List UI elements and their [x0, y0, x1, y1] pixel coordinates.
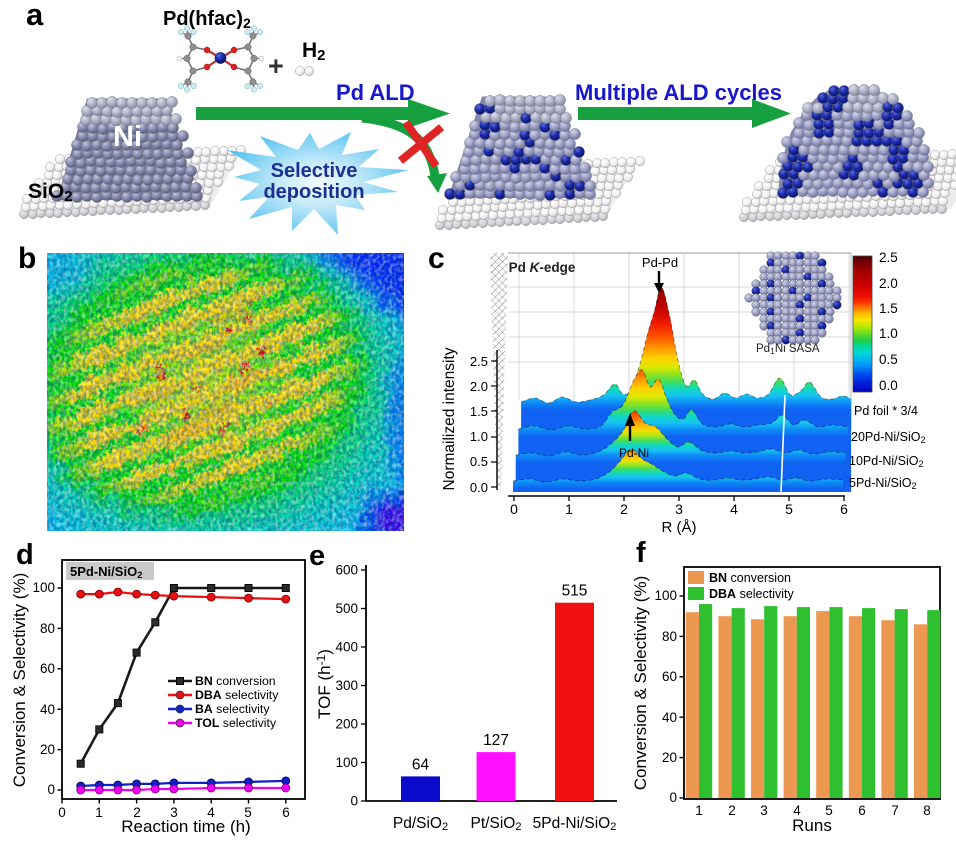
svg-text:60: 60	[40, 661, 55, 676]
svg-text:Selective: Selective	[271, 160, 358, 182]
svg-text:1.5: 1.5	[470, 404, 488, 419]
svg-text:400: 400	[335, 640, 358, 655]
svg-text:6: 6	[858, 803, 866, 818]
svg-text:64: 64	[412, 756, 430, 773]
svg-text:8: 8	[923, 803, 931, 818]
svg-text:20: 20	[40, 742, 55, 757]
svg-text:1: 1	[565, 501, 573, 517]
svg-text:2.5: 2.5	[470, 354, 488, 369]
svg-text:Normailized intensity: Normailized intensity	[441, 347, 458, 490]
svg-text:b: b	[18, 242, 36, 275]
svg-text:5Pd-Ni/SiO2: 5Pd-Ni/SiO2	[70, 564, 142, 581]
svg-text:3: 3	[675, 501, 683, 517]
svg-text:2: 2	[620, 501, 628, 517]
svg-text:f: f	[636, 537, 646, 569]
svg-text:TOF (h-1): TOF (h-1)	[314, 649, 334, 719]
svg-text:4: 4	[207, 805, 215, 820]
svg-text:2.5: 2.5	[879, 250, 898, 265]
svg-text:Runs: Runs	[792, 816, 832, 835]
svg-text:Pt/SiO2: Pt/SiO2	[471, 815, 522, 833]
svg-text:0.0: 0.0	[470, 480, 488, 495]
svg-text:0: 0	[350, 794, 358, 809]
svg-text:100: 100	[32, 580, 55, 595]
svg-text:2.0: 2.0	[470, 379, 488, 394]
svg-text:a: a	[26, 0, 44, 32]
svg-text:2.0: 2.0	[879, 276, 898, 291]
svg-text:6: 6	[282, 805, 290, 820]
svg-text:Pd(hfac)2: Pd(hfac)2	[163, 8, 251, 31]
svg-text:10Pd-Ni/SiO2: 10Pd-Ni/SiO2	[849, 454, 924, 469]
svg-text:4: 4	[793, 803, 801, 818]
svg-text:Multiple ALD cycles: Multiple ALD cycles	[575, 80, 782, 105]
svg-text:5: 5	[244, 805, 252, 820]
svg-text:Pd-Pd: Pd-Pd	[642, 255, 678, 270]
svg-text:BA selectivity: BA selectivity	[195, 702, 270, 716]
svg-text:500: 500	[335, 601, 358, 616]
svg-text:0: 0	[510, 501, 518, 517]
svg-text:6: 6	[840, 501, 848, 517]
svg-text:200: 200	[335, 717, 358, 732]
svg-text:7: 7	[891, 803, 899, 818]
svg-text:0: 0	[58, 805, 66, 820]
svg-text:80: 80	[662, 629, 677, 644]
svg-text:DBA selectivity: DBA selectivity	[195, 688, 279, 702]
svg-text:d: d	[16, 539, 34, 571]
svg-text:1.5: 1.5	[879, 301, 898, 316]
svg-text:c: c	[428, 242, 445, 275]
svg-text:Pd foil * 3/4: Pd foil * 3/4	[854, 404, 918, 418]
svg-text:R (Å): R (Å)	[662, 519, 697, 536]
svg-text:0.0: 0.0	[879, 378, 898, 393]
svg-text:600: 600	[335, 563, 358, 578]
svg-text:3: 3	[170, 805, 178, 820]
svg-text:60: 60	[662, 669, 677, 684]
svg-text:20: 20	[662, 750, 677, 765]
svg-text:5: 5	[785, 501, 793, 517]
svg-text:0.5: 0.5	[470, 454, 488, 469]
svg-text:Reaction time (h): Reaction time (h)	[121, 817, 250, 836]
svg-text:0: 0	[669, 790, 677, 805]
svg-text:4: 4	[730, 501, 738, 517]
svg-text:100: 100	[335, 755, 358, 770]
svg-text:2: 2	[133, 805, 141, 820]
svg-text:2: 2	[728, 803, 736, 818]
svg-text:Pd/SiO2: Pd/SiO2	[393, 815, 448, 833]
svg-text:1: 1	[695, 803, 703, 818]
svg-text:1.0: 1.0	[470, 429, 488, 444]
svg-text:Conversion & Selectivity (%): Conversion & Selectivity (%)	[10, 573, 29, 787]
svg-text:80: 80	[40, 621, 55, 636]
svg-text:Pd ALD: Pd ALD	[336, 80, 415, 105]
svg-text:3: 3	[760, 803, 768, 818]
svg-text:Conversion & Selectivity (%): Conversion & Selectivity (%)	[631, 576, 650, 790]
svg-text:BN conversion: BN conversion	[709, 571, 791, 585]
svg-text:20Pd-Ni/SiO2: 20Pd-Ni/SiO2	[851, 430, 926, 445]
svg-text:BN conversion: BN conversion	[195, 674, 276, 688]
svg-text:Pd-Ni: Pd-Ni	[619, 446, 649, 460]
svg-text:1.0: 1.0	[879, 326, 898, 341]
svg-text:Pd1Ni SASA: Pd1Ni SASA	[756, 343, 820, 356]
svg-text:0: 0	[47, 782, 55, 797]
svg-text:515: 515	[562, 583, 588, 600]
svg-text:5: 5	[825, 803, 833, 818]
svg-text:e: e	[309, 540, 325, 572]
svg-text:Ni: Ni	[113, 121, 142, 153]
svg-text:127: 127	[483, 732, 509, 749]
svg-text:+: +	[268, 51, 284, 81]
svg-text:1: 1	[95, 805, 103, 820]
svg-text:5Pd-Ni/SiO2: 5Pd-Ni/SiO2	[849, 476, 917, 491]
svg-text:DBA selectivity: DBA selectivity	[709, 587, 794, 601]
svg-text:TOL selectivity: TOL selectivity	[195, 716, 277, 730]
svg-text:0.5: 0.5	[879, 352, 898, 367]
svg-text:40: 40	[662, 710, 677, 725]
svg-text:100: 100	[654, 588, 677, 603]
svg-text:300: 300	[335, 678, 358, 693]
svg-text:deposition: deposition	[263, 181, 364, 203]
svg-text:5Pd-Ni/SiO2: 5Pd-Ni/SiO2	[533, 815, 617, 833]
svg-text:40: 40	[40, 702, 55, 717]
svg-text:Pd K-edge: Pd K-edge	[509, 260, 576, 275]
